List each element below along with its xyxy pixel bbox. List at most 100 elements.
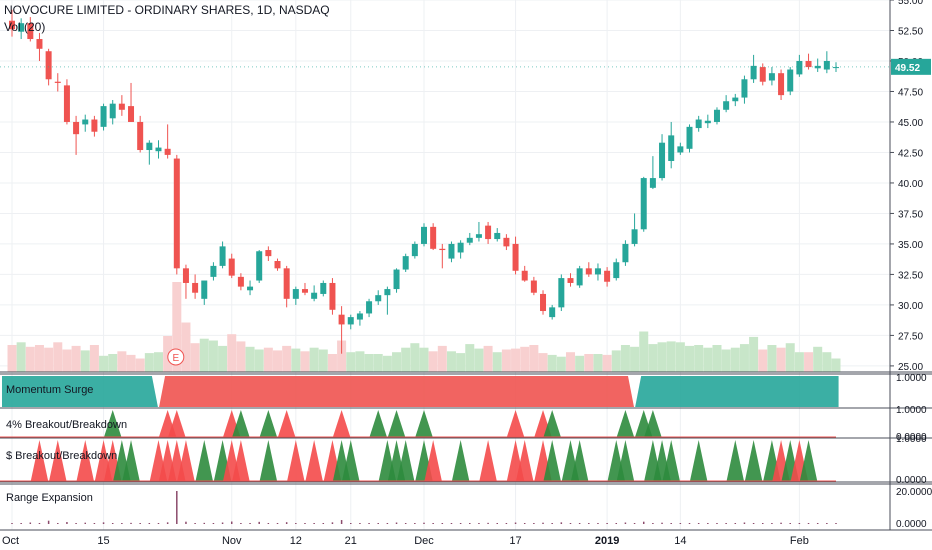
candle-body	[814, 65, 821, 69]
breakout-dollar-triangle	[516, 440, 534, 481]
candle-body	[63, 85, 70, 122]
candle-body	[27, 23, 34, 40]
volume-bar	[108, 354, 118, 372]
volume-bar	[666, 341, 676, 372]
volume-bar	[181, 322, 191, 372]
breakout-dollar-triangle	[305, 440, 323, 481]
candle-body	[549, 307, 556, 318]
volume-bar	[465, 344, 475, 372]
breakout-dollar-triangle	[342, 440, 360, 481]
earnings-marker-label: E	[172, 353, 179, 364]
candle-body	[521, 270, 528, 281]
volume-bar	[483, 345, 493, 372]
volume-bar	[291, 348, 301, 372]
volume-bar	[34, 345, 44, 372]
candle-body	[430, 226, 437, 249]
breakout-dollar-triangle	[195, 440, 213, 481]
volume-bar	[99, 355, 109, 372]
candle-body	[320, 282, 327, 294]
x-tick-label: 15	[97, 535, 109, 547]
volume-bar	[620, 345, 630, 372]
candle-body	[283, 268, 290, 299]
breakout-4pct-triangle	[332, 410, 351, 437]
breakout-dollar-triangle	[726, 440, 744, 481]
volume-bar	[749, 336, 759, 372]
volume-bar	[721, 349, 731, 372]
breakout-dollar-triangle	[451, 440, 470, 481]
range-expansion-tick-top: 20.0000	[896, 487, 932, 498]
breakout-dollar-label: $ Breakout/Breakdown	[6, 450, 117, 462]
volume-bar	[767, 345, 777, 372]
volume-bar	[309, 347, 319, 372]
momentum-tick: 1.0000	[896, 373, 927, 384]
candle-body	[713, 109, 720, 122]
candle-body	[36, 39, 43, 49]
volume-indicator-label: Vol (20)	[4, 20, 46, 34]
candle-body	[128, 106, 135, 122]
y-tick-label: 35.00	[898, 240, 923, 251]
candle-body	[668, 135, 675, 161]
candle-body	[778, 73, 785, 96]
volume-bar	[382, 355, 392, 372]
candle-body	[164, 148, 171, 155]
range-expansion-label: Range Expansion	[6, 492, 93, 504]
candle-body	[631, 229, 638, 244]
candle-body	[585, 268, 592, 275]
breakout-dollar-triangle	[424, 440, 442, 481]
breakout-4pct-triangle	[232, 410, 250, 437]
candle-body	[311, 292, 318, 299]
breakout-dollar-triangle	[662, 440, 680, 481]
breakout-dollar-triangle	[30, 440, 49, 481]
candle-body	[576, 268, 583, 286]
candle-body	[439, 248, 446, 251]
volume-bar	[685, 345, 695, 372]
candle-body	[732, 97, 739, 102]
candle-body	[833, 67, 839, 69]
candle-body	[558, 278, 565, 308]
breakout-4pct-triangle	[387, 410, 406, 437]
volume-bar	[428, 351, 438, 372]
breakout-dollar-triangle	[122, 440, 140, 481]
candle-body	[402, 256, 409, 270]
candle-body	[475, 234, 482, 238]
breakout-dollar-triangle	[287, 440, 305, 481]
volume-bar	[703, 347, 713, 372]
candle-body	[356, 313, 363, 320]
candle-body	[118, 103, 125, 110]
last-price-label: 49.52	[895, 63, 920, 74]
volume-bar	[89, 345, 99, 372]
candle-body	[237, 276, 244, 287]
momentum-segment	[159, 376, 635, 407]
candle-body	[100, 106, 107, 127]
breakout-dollar-triangle	[570, 440, 589, 481]
candle-body	[45, 51, 52, 80]
candle-body	[640, 178, 647, 230]
candle-body	[256, 251, 263, 281]
breakout-dollar-triangle	[396, 440, 415, 481]
volume-bar	[337, 340, 347, 372]
volume-bar	[16, 342, 26, 372]
volume-bar	[474, 348, 484, 372]
candle-body	[604, 270, 611, 282]
volume-bar	[273, 350, 283, 372]
candle-body	[192, 282, 199, 293]
candle-body	[82, 119, 89, 125]
x-tick-label: 12	[290, 535, 302, 547]
volume-bar	[584, 354, 594, 372]
breakout-dollar-triangle	[689, 440, 708, 481]
y-tick-label: 42.50	[898, 148, 923, 159]
candle-body	[274, 261, 281, 269]
candle-body	[759, 67, 766, 82]
candle-body	[247, 286, 254, 291]
candle-body	[421, 226, 427, 244]
volume-bar	[392, 352, 402, 372]
x-tick-label: 14	[674, 535, 686, 547]
candle-body	[494, 232, 501, 240]
volume-bar	[144, 353, 154, 372]
candle-body	[54, 81, 61, 83]
breakout-dollar-triangle	[543, 440, 561, 481]
volume-bar	[282, 345, 292, 372]
volume-bar	[355, 351, 365, 372]
breakout-4pct-triangle	[644, 410, 662, 437]
